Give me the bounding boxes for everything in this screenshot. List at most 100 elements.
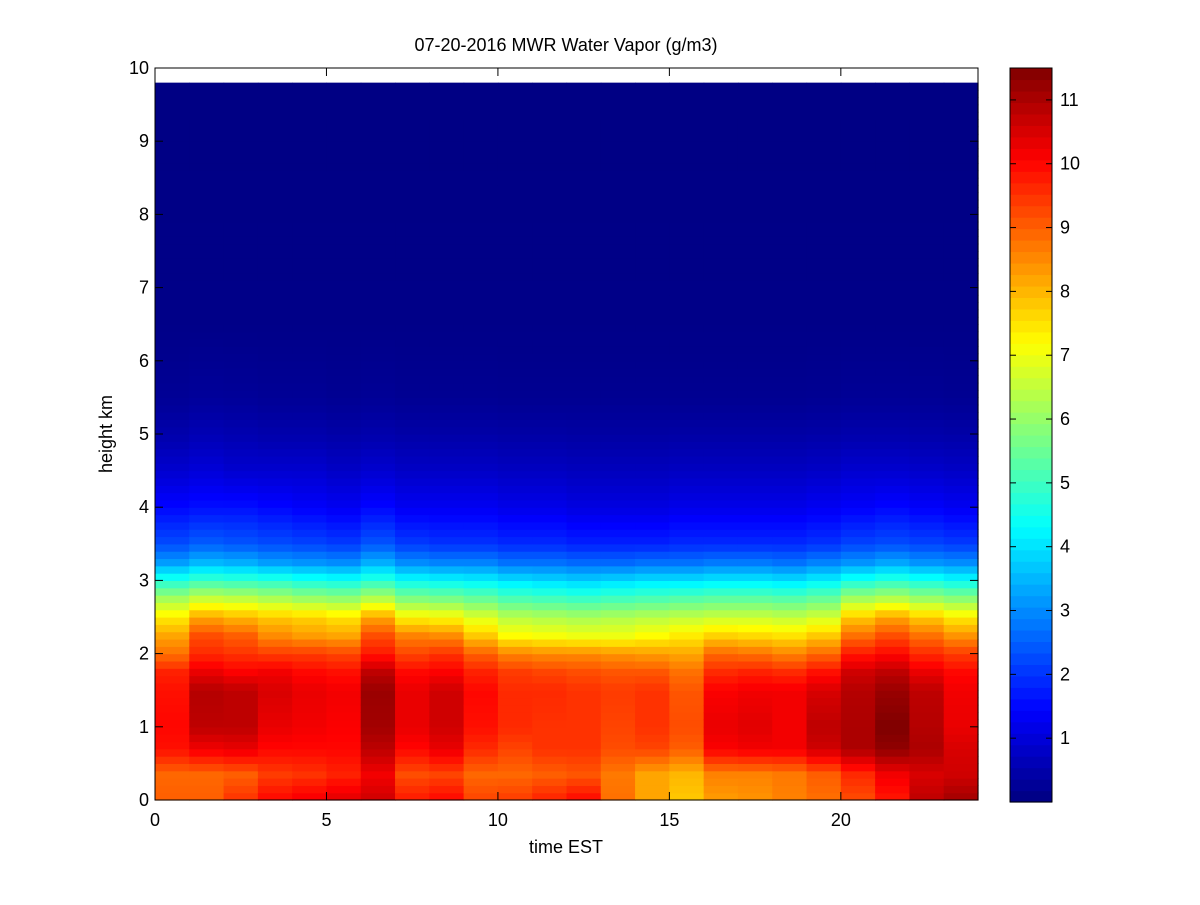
- heatmap-cell: [429, 697, 465, 706]
- heatmap-cell: [395, 617, 430, 625]
- heatmap-cell: [943, 243, 979, 252]
- heatmap-cell: [703, 653, 739, 662]
- heatmap-cell: [737, 353, 773, 362]
- heatmap-cell: [497, 229, 533, 237]
- heatmap-cell: [223, 236, 259, 245]
- heatmap-cell: [223, 287, 259, 296]
- heatmap-cell: [223, 485, 259, 494]
- heatmap-cell: [189, 229, 225, 237]
- colorbar-segment: [1010, 492, 1052, 505]
- heatmap-cell: [772, 397, 808, 406]
- heatmap-cell: [189, 346, 225, 355]
- heatmap-cell: [875, 712, 911, 721]
- heatmap-cell: [155, 89, 190, 98]
- heatmap-cell: [806, 646, 842, 655]
- heatmap-cell: [875, 653, 911, 662]
- heatmap-cell: [189, 712, 225, 721]
- heatmap-cell: [532, 543, 568, 552]
- heatmap-cell: [703, 470, 739, 479]
- heatmap-cell: [497, 565, 533, 574]
- heatmap-cell: [909, 668, 945, 677]
- heatmap-cell: [703, 185, 739, 194]
- heatmap-cell: [772, 287, 808, 296]
- heatmap-cell: [155, 324, 190, 333]
- heatmap-cell: [532, 243, 568, 252]
- heatmap-cell: [532, 675, 568, 684]
- heatmap-cell: [909, 558, 945, 567]
- heatmap-cell: [155, 316, 190, 325]
- heatmap-cell: [943, 192, 979, 201]
- heatmap-cell: [395, 390, 430, 398]
- heatmap-cell: [360, 309, 396, 318]
- heatmap-cell: [360, 712, 396, 721]
- heatmap-cell: [463, 214, 499, 223]
- heatmap-cell: [429, 624, 465, 633]
- heatmap-cell: [737, 185, 773, 194]
- heatmap-cell: [772, 734, 808, 743]
- heatmap-cell: [223, 682, 259, 691]
- heatmap-cell: [635, 324, 670, 333]
- heatmap-cell: [635, 375, 670, 384]
- heatmap-cell: [326, 412, 362, 420]
- heatmap-cell: [703, 375, 739, 384]
- heatmap-cell: [806, 397, 842, 406]
- heatmap-cell: [943, 492, 979, 501]
- heatmap-cell: [669, 221, 705, 230]
- heatmap-cell: [155, 580, 190, 589]
- y-tick-label: 1: [139, 717, 149, 737]
- heatmap-cell: [155, 763, 190, 772]
- heatmap-cell: [600, 719, 636, 728]
- heatmap-cell: [566, 587, 602, 596]
- heatmap-cell: [326, 697, 362, 706]
- heatmap-cell: [257, 514, 293, 523]
- heatmap-cell: [909, 97, 945, 106]
- heatmap-cell: [360, 477, 396, 486]
- heatmap-cell: [326, 294, 362, 303]
- heatmap-cell: [703, 638, 739, 647]
- heatmap-cell: [326, 309, 362, 318]
- heatmap-cell: [600, 455, 636, 464]
- heatmap-cell: [909, 243, 945, 252]
- colorbar-segment: [1010, 641, 1052, 654]
- heatmap-cell: [326, 690, 362, 699]
- heatmap-cell: [566, 734, 602, 743]
- heatmap-cell: [532, 338, 568, 347]
- heatmap-cell: [909, 119, 945, 128]
- heatmap-cell: [806, 660, 842, 669]
- heatmap-cell: [840, 675, 876, 684]
- heatmap-cell: [395, 580, 430, 589]
- heatmap-cell: [189, 763, 225, 772]
- heatmap-cell: [395, 265, 430, 274]
- y-tick-label: 5: [139, 424, 149, 444]
- heatmap-cell: [635, 89, 670, 98]
- heatmap-cell: [189, 521, 225, 530]
- heatmap-cell: [806, 207, 842, 215]
- heatmap-cell: [943, 792, 979, 801]
- heatmap-cell: [806, 243, 842, 252]
- heatmap-cell: [840, 499, 876, 508]
- heatmap-cell: [395, 492, 430, 501]
- heatmap-cell: [806, 756, 842, 764]
- heatmap-cell: [772, 199, 808, 208]
- heatmap-cell: [429, 778, 465, 786]
- heatmap-cell: [463, 785, 499, 794]
- heatmap-cell: [875, 375, 911, 384]
- heatmap-cell: [360, 346, 396, 355]
- heatmap-cell: [257, 653, 293, 662]
- heatmap-cell: [463, 272, 499, 281]
- colorbar-frame: [1009, 67, 1053, 803]
- heatmap-cell: [840, 653, 876, 662]
- heatmap-cell: [737, 404, 773, 413]
- heatmap-cell: [840, 470, 876, 479]
- heatmap-cell: [223, 543, 259, 552]
- heatmap-cell: [635, 97, 670, 106]
- heatmap-cell: [532, 573, 568, 581]
- heatmap-cell: [703, 199, 739, 208]
- heatmap-cell: [875, 785, 911, 794]
- heatmap-cell: [360, 492, 396, 501]
- heatmap-cell: [189, 309, 225, 318]
- heatmap-cell: [566, 280, 602, 289]
- heatmap-cell: [223, 448, 259, 457]
- heatmap-cell: [875, 668, 911, 677]
- heatmap-cell: [292, 221, 328, 230]
